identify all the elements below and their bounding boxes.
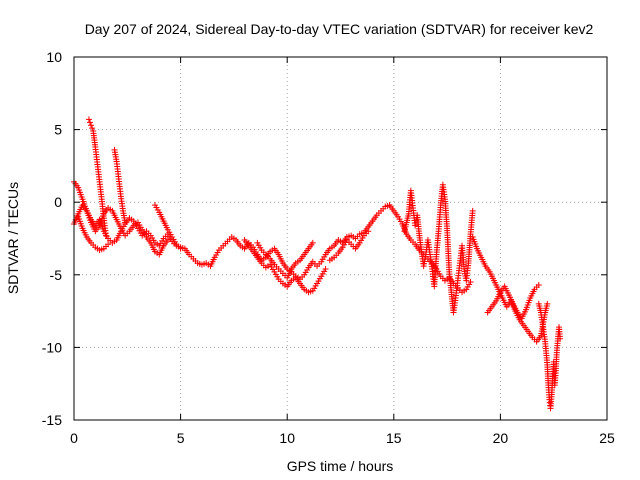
satellite-track-3-point	[85, 116, 92, 123]
satellite-track-10-point	[412, 222, 419, 229]
x-tick-label: 15	[386, 430, 402, 446]
satellite-track-3-trace-mark	[86, 119, 93, 126]
plot-frame	[73, 56, 608, 421]
satellite-track-13-point	[557, 335, 564, 342]
y-tick-label: 0	[54, 194, 62, 210]
y-tick-label: 5	[54, 122, 62, 138]
satellite-track-9-point	[365, 228, 372, 235]
x-tick-label: 20	[493, 430, 509, 446]
y-tick-label: -10	[42, 339, 62, 355]
y-tick-labels: -15 -10 -5 0 5 10	[42, 49, 62, 428]
y-tick-label: -15	[42, 412, 62, 428]
satellite-track-3-trace-mark	[89, 125, 96, 132]
satellite-track-6-point	[177, 245, 184, 252]
y-tick-label: -5	[50, 267, 63, 283]
satellite-track-2-point	[164, 236, 171, 243]
satellite-track-8-point	[309, 239, 316, 246]
x-tick-label: 25	[599, 430, 615, 446]
axis-ticks	[73, 56, 608, 421]
x-tick-label: 10	[279, 430, 295, 446]
chart-title: Day 207 of 2024, Sidereal Day-to-day VTE…	[85, 21, 594, 37]
satellite-track-11-point	[544, 300, 551, 307]
satellite-track-4-point	[122, 219, 129, 226]
satellite-track-7-point	[322, 265, 329, 272]
x-tick-label: 5	[177, 430, 185, 446]
x-tick-labels: 0 5 10 15 20 25	[70, 430, 615, 446]
x-axis-label: GPS time / hours	[287, 458, 394, 474]
x-tick-label: 0	[70, 430, 78, 446]
y-axis-label: SDTVAR / TECUs	[5, 182, 21, 294]
satellite-track-5-point	[105, 241, 112, 248]
satellite-track-3-point	[88, 122, 95, 129]
satellite-track-3-point	[102, 232, 109, 239]
data-markers	[71, 116, 564, 412]
grid-lines	[74, 57, 607, 420]
satellite-track-10-point	[469, 207, 476, 214]
satellite-track-1-point	[467, 279, 474, 286]
satellite-track-12-point	[535, 281, 542, 288]
y-tick-label: 10	[46, 49, 62, 65]
